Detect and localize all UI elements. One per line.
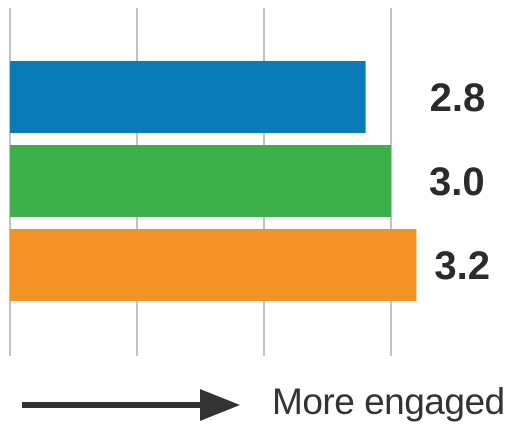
value-label-1: 2.8 bbox=[430, 76, 486, 120]
bar-3 bbox=[10, 229, 417, 301]
more-engaged-label: More engaged bbox=[272, 381, 505, 422]
value-label-3: 3.2 bbox=[434, 244, 490, 288]
bar-1 bbox=[10, 61, 366, 133]
bar-2 bbox=[10, 145, 391, 217]
value-label-2: 3.0 bbox=[429, 160, 485, 204]
right-arrow-icon bbox=[22, 389, 240, 421]
bar-chart: 2.8 3.0 3.2 bbox=[9, 8, 490, 356]
footer: More engaged bbox=[0, 360, 510, 436]
